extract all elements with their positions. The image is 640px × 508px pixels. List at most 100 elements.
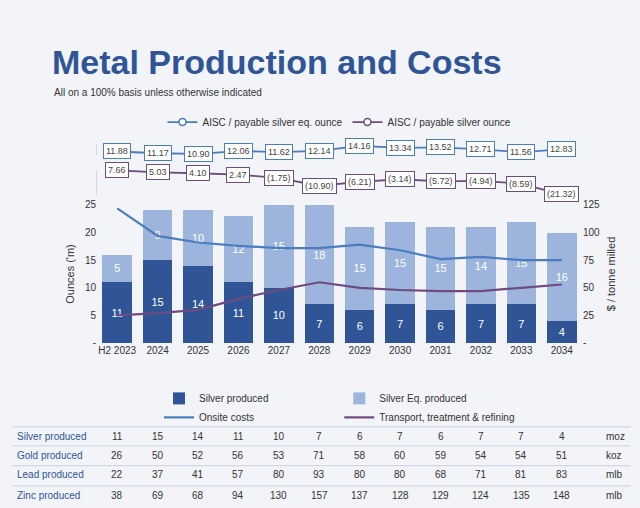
svg-text:75: 75 (583, 255, 595, 266)
svg-text:Transport, treatment & refinin: Transport, treatment & refining (379, 412, 514, 423)
svg-text:(1.75): (1.75) (267, 173, 291, 183)
svg-text:7: 7 (397, 431, 403, 442)
svg-text:All on a 100% basis unless oth: All on a 100% basis unless otherwise ind… (54, 87, 262, 98)
svg-text:15: 15 (434, 262, 446, 274)
svg-text:2030: 2030 (389, 345, 412, 356)
svg-text:H2 2023: H2 2023 (98, 345, 136, 356)
svg-text:20: 20 (85, 227, 97, 238)
svg-text:Silver produced: Silver produced (17, 431, 86, 442)
svg-text:22: 22 (111, 469, 123, 480)
svg-text:38: 38 (111, 490, 123, 501)
svg-text:71: 71 (475, 469, 487, 480)
svg-text:10: 10 (85, 282, 97, 293)
svg-text:2026: 2026 (227, 345, 250, 356)
svg-text:56: 56 (232, 450, 244, 461)
svg-text:2025: 2025 (187, 345, 210, 356)
svg-text:68: 68 (435, 469, 447, 480)
svg-text:Zinc produced: Zinc produced (17, 490, 80, 501)
svg-text:7: 7 (397, 318, 403, 330)
svg-text:52: 52 (192, 450, 204, 461)
svg-text:15: 15 (354, 262, 366, 274)
svg-text:26: 26 (111, 450, 123, 461)
svg-text:13.52: 13.52 (429, 142, 452, 152)
svg-text:7: 7 (316, 431, 322, 442)
svg-text:(8.59): (8.59) (509, 179, 533, 189)
svg-text:10: 10 (273, 431, 285, 442)
svg-text:81: 81 (515, 469, 527, 480)
svg-text:12.14: 12.14 (308, 146, 331, 156)
svg-text:94: 94 (232, 490, 244, 501)
svg-text:12.83: 12.83 (550, 144, 573, 154)
svg-text:14: 14 (192, 431, 204, 442)
svg-text:124: 124 (472, 490, 489, 501)
svg-text:15: 15 (515, 257, 527, 269)
svg-text:2028: 2028 (308, 345, 331, 356)
svg-text:mlb: mlb (606, 490, 623, 501)
svg-text:130: 130 (270, 490, 287, 501)
svg-text:18: 18 (313, 249, 325, 261)
svg-text:Silver produced: Silver produced (199, 393, 268, 404)
svg-text:11.56: 11.56 (510, 147, 532, 157)
svg-text:25: 25 (85, 199, 97, 210)
svg-text:Gold produced: Gold produced (17, 450, 83, 461)
svg-text:2.47: 2.47 (229, 170, 247, 180)
svg-text:6: 6 (357, 320, 363, 332)
svg-text:12.06: 12.06 (227, 146, 250, 156)
svg-text:50: 50 (583, 282, 595, 293)
svg-text:Silver Eq. produced: Silver Eq. produced (379, 393, 466, 404)
svg-text:(5.72): (5.72) (429, 176, 453, 186)
svg-text:14.16: 14.16 (348, 141, 371, 151)
svg-text:6: 6 (437, 320, 443, 332)
svg-text:58: 58 (354, 450, 366, 461)
svg-text:16: 16 (556, 271, 568, 283)
svg-text:100: 100 (583, 227, 600, 238)
svg-text:11.62: 11.62 (268, 147, 290, 157)
svg-text:2031: 2031 (429, 345, 452, 356)
svg-text:5: 5 (114, 262, 120, 274)
svg-text:10: 10 (192, 232, 204, 244)
svg-text:Lead produced: Lead produced (17, 469, 84, 480)
svg-text:4.10: 4.10 (189, 168, 207, 178)
svg-text:2029: 2029 (349, 345, 372, 356)
svg-text:12.71: 12.71 (469, 144, 492, 154)
svg-text:41: 41 (192, 469, 204, 480)
svg-text:2024: 2024 (147, 345, 170, 356)
svg-text:7.66: 7.66 (108, 165, 126, 175)
svg-text:15: 15 (394, 257, 406, 269)
svg-text:7: 7 (478, 431, 484, 442)
svg-text:6: 6 (357, 431, 363, 442)
svg-text:4: 4 (559, 431, 565, 442)
svg-text:2032: 2032 (470, 345, 493, 356)
svg-text:148: 148 (553, 490, 570, 501)
svg-text:12: 12 (232, 243, 244, 255)
svg-text:11: 11 (111, 307, 122, 319)
svg-text:15: 15 (85, 255, 97, 266)
svg-text:7: 7 (518, 318, 524, 330)
svg-text:6: 6 (438, 431, 444, 442)
svg-text:10.90: 10.90 (187, 149, 210, 159)
svg-text:80: 80 (354, 469, 366, 480)
svg-text:2034: 2034 (551, 345, 574, 356)
svg-text:11.88: 11.88 (106, 146, 128, 156)
svg-text:14: 14 (192, 298, 204, 310)
svg-text:Metal Production and Costs: Metal Production and Costs (52, 43, 502, 81)
svg-text:57: 57 (232, 469, 244, 480)
svg-text:15: 15 (152, 431, 164, 442)
svg-text:71: 71 (313, 450, 325, 461)
svg-text:Onsite costs: Onsite costs (199, 412, 254, 423)
svg-text:93: 93 (313, 469, 325, 480)
svg-text:(4.94): (4.94) (469, 176, 493, 186)
svg-text:2033: 2033 (510, 345, 533, 356)
svg-text:137: 137 (351, 490, 368, 501)
svg-text:37: 37 (152, 469, 164, 480)
svg-text:135: 135 (513, 490, 530, 501)
svg-text:59: 59 (435, 450, 447, 461)
svg-text:54: 54 (475, 450, 487, 461)
svg-text:11: 11 (233, 431, 244, 442)
svg-text:14: 14 (475, 260, 487, 272)
svg-text:51: 51 (556, 450, 568, 461)
svg-text:(3.14): (3.14) (388, 174, 412, 184)
svg-text:$ / tonne milled: $ / tonne milled (605, 237, 617, 312)
svg-text:5.03: 5.03 (149, 167, 167, 177)
svg-text:50: 50 (152, 450, 164, 461)
